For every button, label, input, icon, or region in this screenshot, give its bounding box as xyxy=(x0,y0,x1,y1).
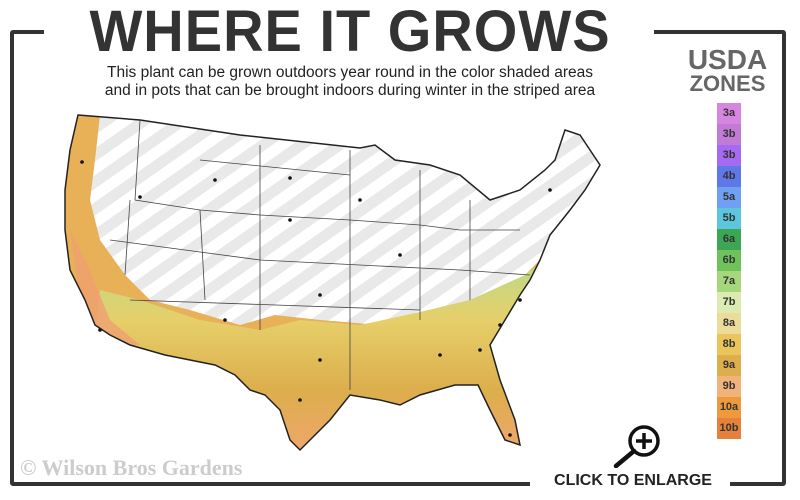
legend-zone-9b: 9b xyxy=(717,376,741,397)
legend-zone-7a: 7a xyxy=(717,271,741,292)
legend-zone-3b: 3b xyxy=(717,145,741,166)
legend-zone-6b: 6b xyxy=(717,250,741,271)
copyright-watermark: © Wilson Bros Gardens xyxy=(20,455,243,480)
zoom-in-icon xyxy=(613,425,660,468)
subtitle: This plant can be grown outdoors year ro… xyxy=(40,64,660,100)
legend-zone-6a: 6a xyxy=(717,229,741,250)
city-dots xyxy=(80,160,552,437)
legend-zone-7b: 7b xyxy=(717,292,741,313)
legend-zone-5a: 5a xyxy=(717,187,741,208)
legend-zone-9a: 9a xyxy=(717,355,741,376)
subtitle-line-1: This plant can be grown outdoors year ro… xyxy=(107,64,593,81)
us-zone-map[interactable] xyxy=(55,105,615,455)
legend-zone-10a: 10a xyxy=(717,397,741,418)
state-borders xyxy=(109,119,531,390)
legend-zone-8a: 8a xyxy=(717,313,741,334)
legend-title-line-1: USDA xyxy=(687,44,768,75)
enlarge-label: CLICK TO ENLARGE xyxy=(554,472,712,489)
enlarge-gap xyxy=(530,476,730,496)
legend-zone-8b: 8b xyxy=(717,334,741,355)
click-to-enlarge-button[interactable]: CLICK TO ENLARGE xyxy=(538,420,728,495)
legend-zone-3b: 3b xyxy=(717,124,741,145)
title-gap xyxy=(44,20,654,40)
legend-zone-5b: 5b xyxy=(717,208,741,229)
page-title: WHERE IT GROWS xyxy=(89,0,611,64)
legend-title-line-2: ZONES xyxy=(689,71,766,96)
legend-zone-10b: 10b xyxy=(717,418,741,439)
zone-legend: 3a 3b 3b 4b 5a 5b 6a 6b 7a 7b 8a 8b 9a 9b 10a 10b xyxy=(717,103,741,439)
legend-title: USDA ZONES xyxy=(670,44,785,96)
legend-zone-3a: 3a xyxy=(717,103,741,124)
subtitle-line-2: and in pots that can be brought indoors … xyxy=(104,82,596,99)
legend-zone-4b: 4b xyxy=(717,166,741,187)
